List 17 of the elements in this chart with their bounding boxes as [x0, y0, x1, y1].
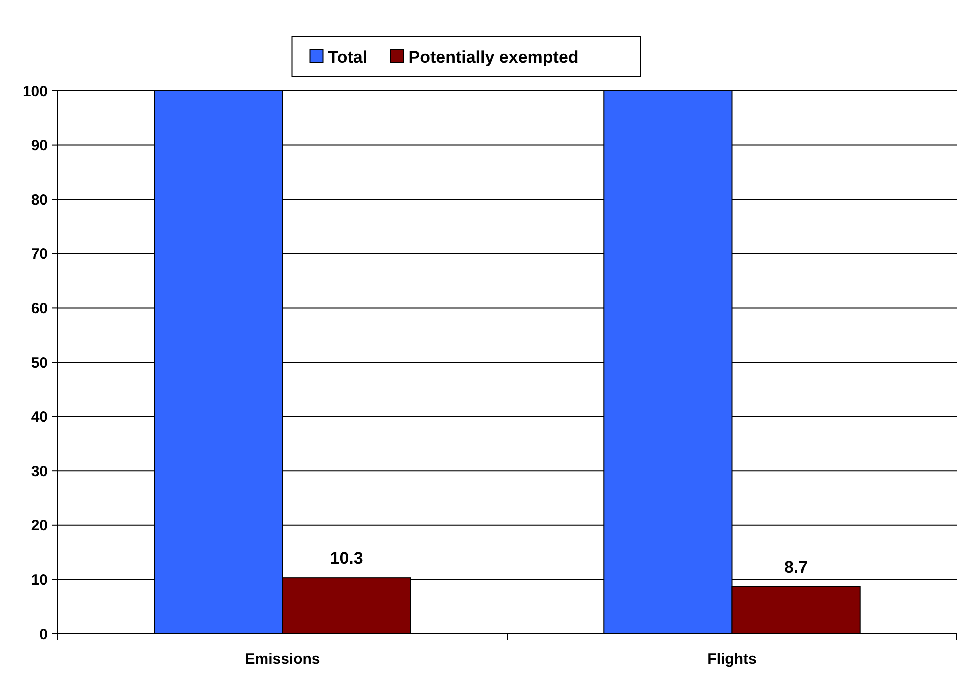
y-tick-label: 60	[31, 300, 48, 318]
x-tick-label: Flights	[708, 651, 757, 668]
y-tick-label: 50	[31, 354, 48, 372]
y-tick-label: 100	[22, 83, 48, 100]
y-tick-label: 20	[31, 518, 48, 535]
y-tick-label: 70	[31, 246, 48, 264]
data-label: 10.3	[330, 549, 364, 568]
y-tick-label: 30	[31, 463, 48, 480]
legend-label: Potentially exempted	[408, 48, 579, 67]
x-tick-label: Emissions	[245, 651, 320, 668]
y-tick-label: 0	[40, 626, 48, 644]
y-tick-label: 90	[31, 138, 48, 155]
y-tick-label: 80	[31, 192, 48, 209]
legend-label: Total	[328, 48, 368, 67]
y-tick-label: 10	[31, 572, 48, 589]
y-tick-label: 40	[31, 409, 48, 426]
data-label: 8.7	[784, 558, 808, 577]
